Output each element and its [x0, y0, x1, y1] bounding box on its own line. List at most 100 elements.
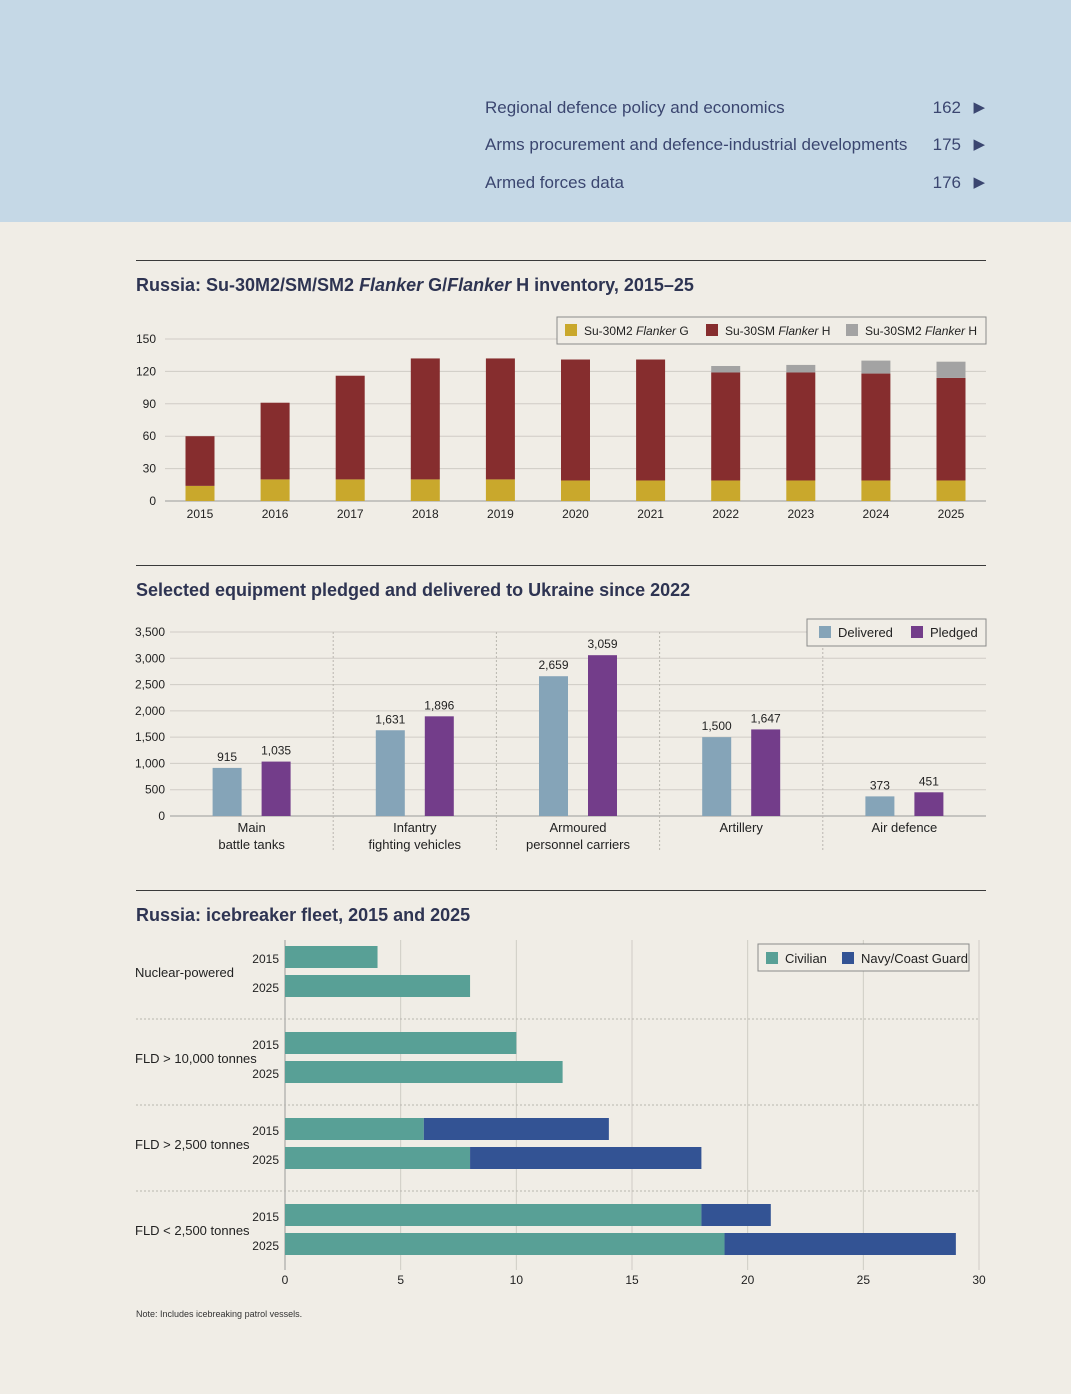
play-arrow-icon: ▶: [973, 136, 985, 153]
x-category-label: Infantry: [393, 820, 437, 835]
x-tick-label: 0: [282, 1273, 289, 1287]
y-group-label: FLD > 2,500 tonnes: [135, 1137, 250, 1152]
bar-segment: [285, 946, 378, 968]
bar-segment: [470, 1147, 702, 1169]
x-category-label: battle tanks: [218, 837, 285, 852]
data-label: 1,896: [424, 698, 454, 712]
bar-segment: [423, 1118, 609, 1140]
x-tick-label: 2015: [187, 507, 214, 521]
bar-segment: [285, 975, 471, 997]
contents-band: Regional defence policy and economics 16…: [0, 0, 1071, 222]
legend-label: Su-30M2 Flanker G: [584, 324, 689, 338]
data-label: 1,500: [702, 719, 732, 733]
toc-item-label: Regional defence policy and economics: [485, 98, 785, 117]
legend-swatch: [819, 626, 831, 638]
bar-segment: [636, 480, 666, 501]
legend-label: Su-30SM2 Flanker H: [865, 324, 977, 338]
y-tick-label: 1,500: [135, 730, 165, 744]
data-label: 1,631: [375, 712, 405, 726]
x-tick-label: 2024: [863, 507, 890, 521]
bar-segment: [285, 1147, 471, 1169]
data-label: 451: [919, 774, 939, 788]
toc-item-arms-procurement[interactable]: Arms procurement and defence-industrial …: [485, 135, 985, 159]
toc-item-label: Arms procurement and defence-industrial …: [485, 135, 908, 154]
footnote: Note: Includes icebreaking patrol vessel…: [136, 1309, 303, 1319]
bar: [212, 767, 242, 816]
x-category-label: Main: [238, 820, 266, 835]
y-tick-label: 0: [158, 809, 165, 823]
y-tick-label: 60: [143, 429, 157, 443]
y-year-label: 2015: [252, 1210, 279, 1224]
x-tick-label: 2025: [938, 507, 965, 521]
x-tick-label: 25: [857, 1273, 871, 1287]
legend-label: Delivered: [838, 625, 893, 640]
x-category-label: personnel carriers: [526, 837, 631, 852]
bar-segment: [861, 480, 891, 501]
section-rule: [136, 565, 986, 566]
x-tick-label: 2022: [712, 507, 739, 521]
x-tick-label: 10: [510, 1273, 524, 1287]
y-tick-label: 120: [136, 364, 156, 378]
toc-item-label: Armed forces data: [485, 173, 624, 192]
bar: [914, 792, 944, 816]
bar-segment: [285, 1204, 702, 1226]
x-category-label: Air defence: [872, 820, 938, 835]
legend-swatch: [842, 952, 854, 964]
bar-segment: [285, 1061, 563, 1083]
legend-label: Navy/Coast Guard: [861, 951, 968, 966]
x-tick-label: 2016: [262, 507, 289, 521]
data-label: 915: [217, 750, 237, 764]
bar-segment: [561, 359, 590, 481]
y-year-label: 2015: [252, 1124, 279, 1138]
bar-segment: [285, 1032, 517, 1054]
y-tick-label: 90: [143, 397, 157, 411]
x-tick-label: 2023: [787, 507, 814, 521]
bar-segment: [285, 1118, 424, 1140]
x-category-label: Armoured: [549, 820, 606, 835]
y-tick-label: 2,500: [135, 678, 165, 692]
x-tick-label: 20: [741, 1273, 755, 1287]
legend-swatch: [706, 324, 718, 336]
bar-segment: [711, 480, 741, 501]
x-category-label: Artillery: [720, 820, 764, 835]
data-label: 2,659: [538, 658, 568, 672]
bar-segment: [410, 479, 440, 501]
bar-segment: [786, 372, 816, 481]
toc-item-armed-forces[interactable]: Armed forces data 176 ▶: [485, 173, 985, 197]
chart-title: Russia: Su-30M2/SM/SM2 Flanker G/Flanker…: [136, 275, 694, 295]
y-tick-label: 0: [149, 494, 156, 508]
bar-segment: [185, 436, 215, 486]
bar: [865, 796, 895, 816]
bar-segment: [936, 480, 966, 501]
legend-swatch: [766, 952, 778, 964]
y-group-label: FLD > 10,000 tonnes: [135, 1051, 257, 1066]
y-tick-label: 30: [143, 462, 157, 476]
bar-segment: [335, 375, 365, 480]
play-arrow-icon: ▶: [973, 99, 985, 116]
data-label: 1,035: [261, 744, 291, 758]
play-arrow-icon: ▶: [973, 174, 985, 191]
bar-segment: [636, 359, 666, 481]
bar: [539, 676, 568, 816]
bar-segment: [786, 480, 816, 501]
bar: [702, 737, 732, 816]
chart-title: Selected equipment pledged and delivered…: [136, 580, 691, 600]
bar-segment: [861, 360, 891, 374]
bar-segment: [861, 373, 891, 481]
toc-item-regional-defence[interactable]: Regional defence policy and economics 16…: [485, 98, 985, 122]
y-year-label: 2025: [252, 1153, 279, 1167]
bar-segment: [724, 1233, 956, 1255]
chart-title: Russia: icebreaker fleet, 2015 and 2025: [136, 905, 471, 925]
bar-segment: [936, 377, 966, 481]
flanker-inventory-chart: Russia: Su-30M2/SM/SM2 Flanker G/Flanker…: [136, 260, 986, 530]
x-tick-label: 2019: [487, 507, 514, 521]
y-year-label: 2025: [252, 981, 279, 995]
y-year-label: 2015: [252, 952, 279, 966]
x-tick-label: 2018: [412, 507, 439, 521]
bar-segment: [185, 485, 215, 501]
legend-swatch: [911, 626, 923, 638]
toc-item-page: 162: [932, 98, 961, 117]
bar-segment: [711, 366, 741, 373]
bar-segment: [260, 402, 290, 480]
bar-segment: [410, 358, 440, 480]
